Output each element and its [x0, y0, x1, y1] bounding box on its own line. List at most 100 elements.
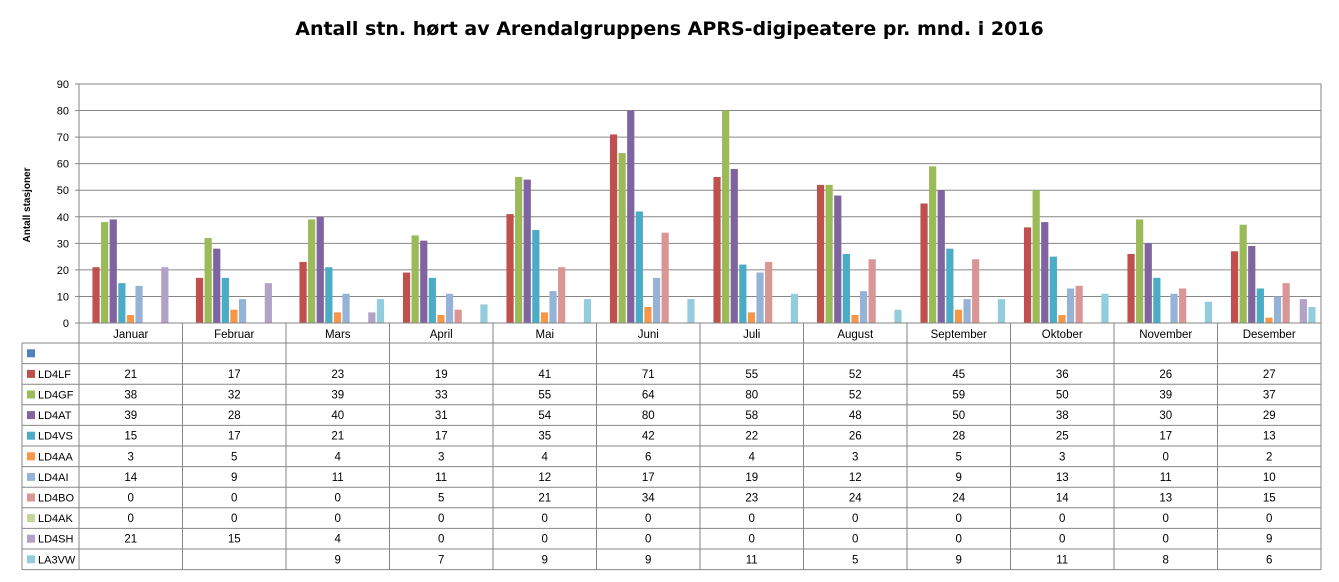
table-cell: 36 [1056, 369, 1069, 381]
bar-la3vw-mai [583, 299, 592, 323]
bar-la3vw-juni [687, 299, 695, 323]
legend-key-blank [27, 349, 35, 358]
table-cell: 12 [538, 472, 551, 484]
table-cell: 11 [1056, 554, 1068, 566]
table-cell: 0 [128, 513, 134, 525]
y-tick-label: 20 [57, 265, 69, 277]
table-cell: 48 [849, 410, 862, 422]
bar-ld4aa-desember [1265, 317, 1273, 323]
table-cell: 80 [642, 410, 655, 422]
bar-ld4vs-mai [532, 230, 540, 323]
table-cell: 55 [538, 390, 551, 402]
table-cell: 0 [438, 534, 444, 546]
table-cell: 0 [852, 534, 858, 546]
table-cell: 0 [1059, 534, 1065, 546]
table-cell: 19 [745, 472, 758, 484]
bar-ld4bo-juni [661, 232, 669, 323]
table-cell: 7 [438, 554, 444, 566]
table-cell: 3 [1059, 451, 1065, 463]
table-cell: 4 [335, 534, 342, 546]
bar-ld4bo-september [972, 259, 980, 323]
table-cell: 24 [952, 493, 965, 505]
data-table: Januar Februar Mars April Mai Juni Juli August S… [21, 322, 1322, 571]
table-cell: 0 [335, 493, 341, 505]
table-cell: 30 [1159, 410, 1172, 422]
legend-label-ld4ak: LD4AK [38, 513, 74, 525]
category-label: Mai [535, 329, 554, 341]
table-cell: 38 [1056, 410, 1069, 422]
bar-ld4lf-april [402, 272, 411, 323]
legend-key-la3vw [27, 555, 35, 564]
table-cell: 22 [745, 431, 758, 443]
table-cell: 5 [438, 493, 444, 505]
bar-ld4bo-april [454, 309, 462, 323]
bar-ld4vs-august [842, 253, 850, 323]
table-cell: 37 [1263, 390, 1276, 402]
bar-ld4lf-januar [92, 267, 100, 323]
bar-ld4lf-mars [299, 261, 307, 323]
legend-key-ld4sh [27, 534, 35, 543]
table-cell: 52 [849, 369, 862, 381]
bar-la3vw-juli [790, 293, 799, 323]
bar-ld4sh-mars [368, 312, 376, 323]
table-cell: 0 [128, 493, 134, 505]
legend-key-ld4ak [27, 514, 35, 523]
bar-ld4ai-august [859, 291, 868, 323]
bar-ld4gf-oktober [1032, 190, 1040, 323]
table-cell: 40 [331, 410, 344, 422]
legend-label-ld4bo: LD4BO [38, 493, 75, 505]
table-cell: 32 [228, 390, 241, 402]
category-label: Oktober [1042, 329, 1083, 341]
table-cell: 9 [645, 554, 651, 566]
bar-ld4at-januar [109, 219, 117, 323]
table-cell: 0 [231, 493, 237, 505]
bar-ld4bo-mai [558, 267, 566, 323]
axes: 0 10 20 30 40 50 60 70 80 90 [57, 79, 79, 330]
bar-ld4gf-juni [618, 153, 626, 323]
bar-ld4at-september [937, 190, 945, 323]
table-cell: 38 [124, 390, 137, 402]
bar-ld4bo-oktober [1075, 285, 1083, 323]
table-cell: 31 [435, 410, 448, 422]
bar-ld4gf-januar [101, 222, 109, 323]
table-cell: 19 [435, 369, 448, 381]
table-cell: 0 [749, 513, 755, 525]
legend-key-ld4vs [27, 431, 35, 440]
legend-key-ld4ai [27, 472, 35, 481]
bar-la3vw-oktober [1101, 293, 1109, 323]
bar-ld4at-desember [1248, 245, 1256, 323]
bar-ld4lf-juli [713, 176, 721, 323]
bar-ld4sh-januar [161, 267, 169, 323]
y-tick-label: 70 [57, 132, 69, 144]
table-cell: 0 [542, 513, 548, 525]
table-cell: 5 [852, 554, 858, 566]
bar-ld4ai-september [963, 299, 971, 323]
bar-ld4gf-mars [308, 219, 316, 323]
y-tick-label: 60 [57, 159, 69, 171]
bar-ld4at-mars [316, 216, 324, 323]
table-cell: 45 [952, 369, 965, 381]
bar-ld4ai-mai [549, 291, 557, 323]
table-cell: 14 [124, 472, 137, 484]
category-label: August [837, 329, 874, 341]
bar-ld4vs-november [1153, 277, 1161, 323]
bar-ld4ai-januar [135, 285, 143, 323]
table-cell: 21 [124, 369, 137, 381]
bar-ld4ai-juni [652, 277, 661, 323]
table-cell: 0 [645, 513, 651, 525]
bar-ld4lf-februar [195, 277, 204, 323]
table-cell: 54 [538, 410, 551, 422]
legend-label-ld4ai: LD4AI [38, 472, 69, 484]
table-cell: 26 [1159, 369, 1172, 381]
bar-ld4aa-august [851, 315, 859, 323]
table-cell: 14 [1056, 493, 1069, 505]
table-cell: 9 [956, 554, 962, 566]
table-cell: 13 [1159, 493, 1172, 505]
table-cell: 6 [645, 451, 651, 463]
table-cell: 55 [745, 369, 758, 381]
legend-key-ld4gf [27, 390, 35, 399]
table-cell: 35 [538, 431, 551, 443]
table-cell: 23 [745, 493, 758, 505]
legend-key-ld4lf [27, 369, 35, 378]
bar-ld4gf-august [825, 184, 833, 323]
